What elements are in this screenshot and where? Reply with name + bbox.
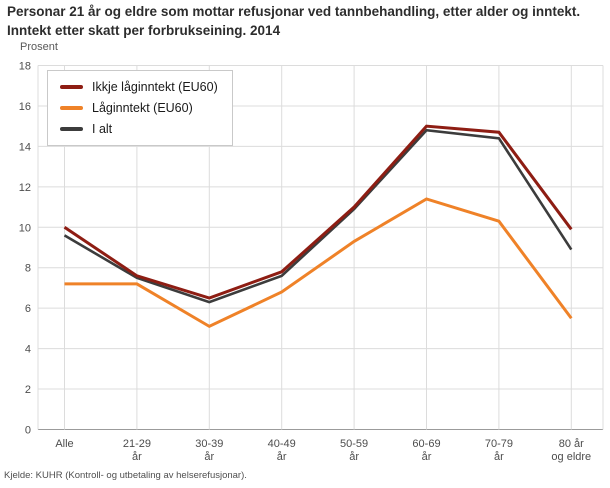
x-category-label: år (422, 451, 432, 463)
legend-label: Låginntekt (EU60) (92, 101, 193, 115)
x-category-label: Alle (55, 438, 73, 450)
legend-item-2: Låginntekt (EU60) (60, 101, 218, 115)
x-category-label: 60-69 (412, 438, 440, 450)
y-tick-label: 2 (25, 384, 31, 396)
legend-line-swatch (60, 127, 83, 131)
legend: Ikkje låginntekt (EU60) Låginntekt (EU60)… (47, 70, 233, 146)
series-line-3 (63, 128, 573, 304)
x-category-label: 50-59 (340, 438, 368, 450)
legend-item-3: I alt (60, 122, 218, 136)
source-note: Kjelde: KUHR (Kontroll- og utbetaling av… (4, 470, 247, 481)
y-tick-label: 16 (19, 101, 31, 113)
series-line-2 (64, 197, 573, 329)
chart-title: Personar 21 år og eldre som mottar refus… (7, 4, 581, 38)
y-tick-label: 0 (25, 425, 31, 437)
legend-line-swatch (60, 85, 83, 89)
legend-label: Ikkje låginntekt (EU60) (92, 80, 218, 94)
y-tick-label: 10 (19, 222, 31, 234)
x-category-label: år (277, 451, 287, 463)
x-category-label: 40-49 (268, 438, 296, 450)
y-tick-label: 8 (25, 263, 31, 275)
series-line-1 (63, 124, 573, 300)
y-tick-label: 12 (19, 182, 31, 194)
y-tick-label: 14 (19, 141, 31, 153)
y-axis-unit-label: Prosent (20, 41, 58, 53)
legend-label: I alt (92, 122, 113, 136)
x-category-label: 70-79 (485, 438, 513, 450)
x-category-label: år (132, 451, 142, 463)
x-category-label: og eldre (551, 451, 591, 463)
x-category-label: 80 år (559, 438, 584, 450)
x-category-label: 21-29 (123, 438, 151, 450)
y-tick-label: 6 (25, 303, 31, 315)
legend-item-1: Ikkje låginntekt (EU60) (60, 80, 218, 94)
y-tick-label: 4 (25, 344, 31, 356)
x-category-label: 30-39 (195, 438, 223, 450)
x-category-label: år (349, 451, 359, 463)
legend-line-swatch (60, 106, 83, 110)
y-tick-label: 18 (19, 61, 31, 73)
x-category-label: år (204, 451, 214, 463)
x-category-label: år (494, 451, 504, 463)
